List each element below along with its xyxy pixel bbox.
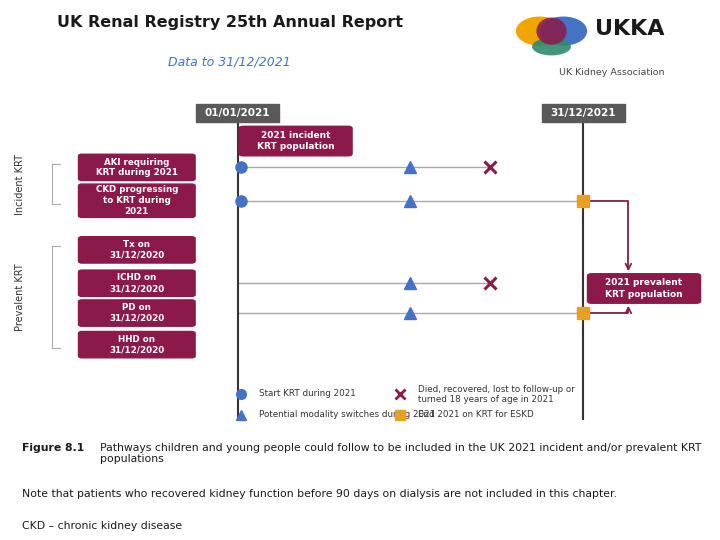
FancyBboxPatch shape bbox=[239, 126, 352, 156]
Text: UK Renal Registry 25th Annual Report: UK Renal Registry 25th Annual Report bbox=[57, 16, 402, 30]
FancyBboxPatch shape bbox=[541, 104, 624, 123]
Text: Data to 31/12/2021: Data to 31/12/2021 bbox=[168, 56, 291, 69]
FancyBboxPatch shape bbox=[78, 300, 195, 326]
Ellipse shape bbox=[532, 38, 571, 56]
FancyBboxPatch shape bbox=[588, 274, 701, 303]
Text: End 2021 on KRT for ESKD: End 2021 on KRT for ESKD bbox=[418, 410, 534, 420]
FancyBboxPatch shape bbox=[78, 332, 195, 358]
FancyBboxPatch shape bbox=[78, 184, 195, 218]
FancyBboxPatch shape bbox=[78, 154, 195, 180]
Text: Potential modality switches during 2021: Potential modality switches during 2021 bbox=[259, 410, 436, 420]
Ellipse shape bbox=[516, 17, 564, 46]
Text: 2021 incident
KRT population: 2021 incident KRT population bbox=[257, 131, 334, 151]
Text: HHD on
31/12/2020: HHD on 31/12/2020 bbox=[109, 335, 164, 355]
Text: Figure 8.1: Figure 8.1 bbox=[22, 443, 84, 453]
Text: Prevalent KRT: Prevalent KRT bbox=[15, 264, 25, 331]
Text: CKD progressing
to KRT during
2021: CKD progressing to KRT during 2021 bbox=[96, 186, 178, 216]
Text: Tx on
31/12/2020: Tx on 31/12/2020 bbox=[109, 240, 164, 260]
Text: Note that patients who recovered kidney function before 90 days on dialysis are : Note that patients who recovered kidney … bbox=[22, 489, 616, 500]
Ellipse shape bbox=[540, 17, 588, 46]
Text: UK Kidney Association: UK Kidney Association bbox=[559, 69, 665, 77]
FancyBboxPatch shape bbox=[78, 237, 195, 263]
Text: PD on
31/12/2020: PD on 31/12/2020 bbox=[109, 303, 164, 323]
Text: 31/12/2021: 31/12/2021 bbox=[551, 108, 616, 118]
Text: CKD – chronic kidney disease: CKD – chronic kidney disease bbox=[22, 521, 181, 531]
Text: UKKA: UKKA bbox=[595, 19, 665, 39]
Ellipse shape bbox=[536, 17, 567, 45]
FancyBboxPatch shape bbox=[196, 104, 279, 123]
Text: Died, recovered, lost to follow-up or: Died, recovered, lost to follow-up or bbox=[418, 384, 575, 394]
Text: Pathways children and young people could follow to be included in the UK 2021 in: Pathways children and young people could… bbox=[100, 443, 701, 464]
Text: 2021 prevalent
KRT population: 2021 prevalent KRT population bbox=[606, 279, 683, 299]
Text: AKI requiring
KRT during 2021: AKI requiring KRT during 2021 bbox=[96, 158, 178, 177]
Text: 01/01/2021: 01/01/2021 bbox=[205, 108, 270, 118]
Text: ICHD on
31/12/2020: ICHD on 31/12/2020 bbox=[109, 273, 164, 293]
Text: Incident KRT: Incident KRT bbox=[15, 153, 25, 214]
Text: turned 18 years of age in 2021: turned 18 years of age in 2021 bbox=[418, 395, 553, 404]
FancyBboxPatch shape bbox=[78, 270, 195, 296]
Text: Start KRT during 2021: Start KRT during 2021 bbox=[259, 389, 356, 399]
